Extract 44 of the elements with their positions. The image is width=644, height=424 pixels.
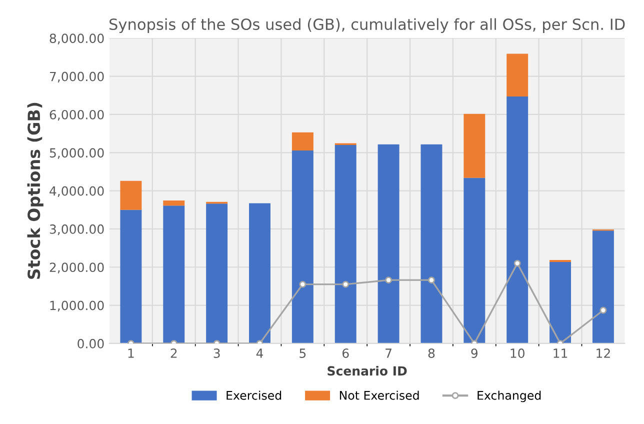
x-tick-label: 5 [300, 348, 306, 358]
bar [163, 200, 185, 206]
x-tick-label: 8 [428, 348, 435, 358]
x-tick-label: 1 [128, 348, 134, 358]
chart-title: Synopsis of the SOs used (GB), cumulatively for all OSs, per Scn. ID [110, 18, 625, 34]
x-tick-label: 11 [554, 348, 568, 358]
bar [506, 96, 528, 344]
bar [334, 145, 356, 344]
bar [206, 204, 228, 344]
bar [464, 114, 486, 178]
x-axis-title: Scenario ID [328, 366, 407, 376]
legend-label: Exercised [226, 390, 282, 400]
y-tick-label: 3,000.00 [50, 224, 104, 236]
y-tick-label: 8,000.00 [50, 34, 104, 44]
y-tick-label: 2,000.00 [50, 262, 104, 274]
bar [120, 210, 142, 344]
legend-label: Exchanged [478, 390, 541, 402]
x-tick-label: 6 [342, 348, 349, 358]
bar [378, 144, 400, 344]
x-tick-label: 2 [170, 348, 177, 358]
x-tick-label: 9 [471, 348, 478, 358]
x-tick-label: 7 [386, 348, 392, 358]
y-tick-label: 1,000.00 [50, 300, 104, 312]
y-tick-label: 7,000.00 [50, 72, 104, 83]
bar [249, 203, 270, 344]
x-tick-label: 10 [510, 348, 524, 358]
legend-label: Not Exercised [340, 390, 419, 400]
bar [292, 132, 314, 151]
bar [592, 230, 614, 344]
bar [550, 262, 572, 344]
y-tick-label: 5,000.00 [50, 148, 104, 159]
x-tick-label: 12 [596, 348, 610, 358]
bar [120, 180, 142, 210]
bar [506, 54, 528, 97]
bar [163, 206, 185, 344]
x-tick-label: 4 [256, 348, 264, 358]
y-tick-label: 0.00 [78, 338, 104, 348]
x-tick-label: 3 [214, 348, 220, 358]
y-tick-label: 6,000.00 [50, 110, 104, 121]
y-tick-label: 4,000.00 [50, 186, 104, 197]
y-axis-title: Stock Options (GB) [27, 102, 44, 279]
bar [292, 150, 314, 344]
bar [464, 178, 486, 344]
bar [420, 144, 442, 344]
